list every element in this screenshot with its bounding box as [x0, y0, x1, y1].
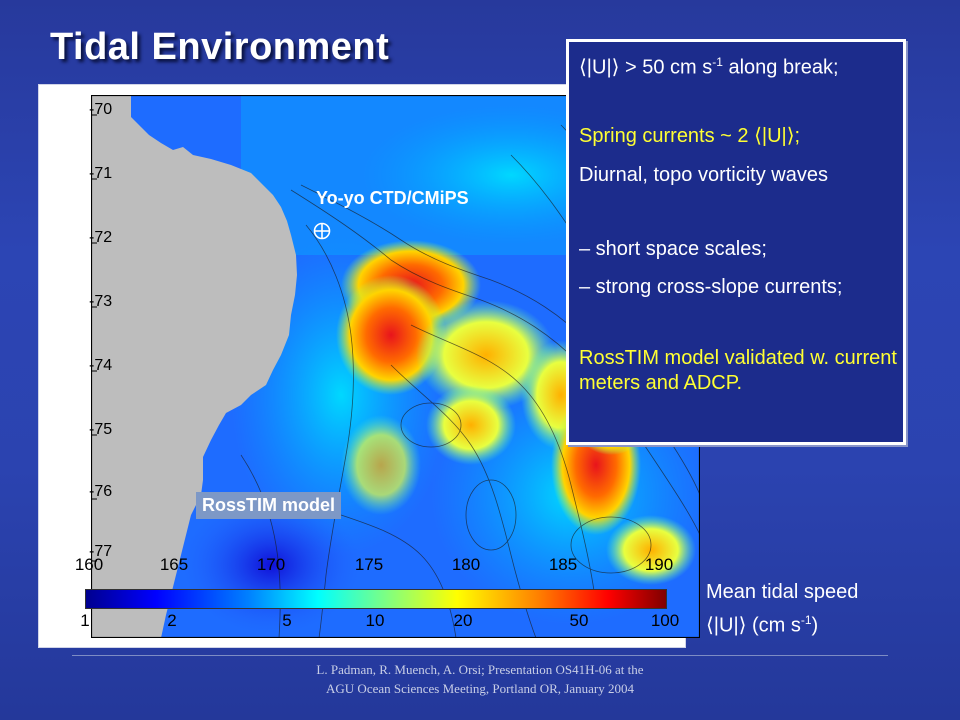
y-tick-label: -77 — [89, 543, 113, 560]
colorbar-tick-label: 1 — [80, 611, 90, 630]
x-tick-label: 180 — [451, 555, 481, 574]
site-marker-icon — [313, 222, 331, 240]
caption-units-text: ⟨|U|⟩ (cm s — [706, 614, 801, 637]
y-tick-label: -70 — [89, 101, 113, 118]
x-tick-label: 165 — [159, 555, 189, 574]
finding-speed-text: ⟨|U|⟩ > 50 cm s — [579, 56, 713, 79]
y-tick-label: -73 — [89, 293, 113, 310]
x-tick-label: 175 — [354, 555, 384, 574]
caption-line-1: Mean tidal speed — [706, 581, 859, 603]
finding-model-validation: RossTIM model validated w. current meter… — [579, 347, 897, 394]
colorbar-tick-label: 100 — [650, 611, 680, 630]
slide-title: Tidal Environment — [50, 26, 390, 68]
finding-speed-text-end: along break; — [722, 56, 839, 79]
x-tick-label: 160 — [74, 555, 104, 574]
finding-spring-currents: Spring currents ~ 2 ⟨|U|⟩; — [579, 125, 801, 147]
axis-ticks — [91, 114, 97, 562]
finding-speed-exponent: -1 — [712, 55, 723, 69]
site-label: Yo-yo CTD/CMiPS — [316, 188, 469, 208]
footer-citation: L. Padman, R. Muench, A. Orsi; Presentat… — [230, 660, 730, 698]
colorbar-tick-label: 20 — [453, 611, 473, 630]
colorbar — [85, 589, 667, 609]
findings-box: ⟨|U|⟩ > 50 cm s-1 along break; Spring cu… — [566, 39, 906, 445]
caption-line-2: ⟨|U|⟩ (cm s-1) — [706, 606, 858, 640]
model-label: RossTIM model — [196, 492, 342, 519]
finding-vorticity-waves: Diurnal, topo vorticity waves — [579, 164, 828, 186]
colorbar-tick-label: 10 — [365, 611, 385, 630]
footer-line-1: L. Padman, R. Muench, A. Orsi; Presentat… — [316, 662, 644, 677]
x-tick-label: 170 — [256, 555, 286, 574]
finding-short-scales: – short space scales; — [579, 238, 767, 260]
x-tick-label: 190 — [644, 555, 674, 574]
x-tick-label: 185 — [548, 555, 578, 574]
colorbar-tick-label: 5 — [282, 611, 292, 630]
footer-divider — [72, 655, 888, 656]
colorbar-tick-label: 50 — [569, 611, 589, 630]
y-tick-label: -74 — [89, 357, 113, 374]
caption-units-exponent: -1 — [800, 613, 812, 627]
y-tick-label: -71 — [89, 165, 113, 182]
y-tick-label: -76 — [89, 483, 113, 500]
colorbar-tick-label: 2 — [167, 611, 177, 630]
caption-units-close: ) — [811, 614, 819, 637]
footer-line-2: AGU Ocean Sciences Meeting, Portland OR,… — [326, 681, 634, 696]
finding-cross-slope-currents: – strong cross-slope currents; — [579, 276, 843, 298]
finding-speed-along-break: ⟨|U|⟩ > 50 cm s-1 along break; — [579, 50, 899, 81]
land-mask — [91, 95, 297, 638]
y-tick-label: -72 — [89, 229, 113, 246]
colorbar-caption: Mean tidal speed ⟨|U|⟩ (cm s-1) — [706, 578, 858, 640]
y-tick-label: -75 — [89, 421, 113, 438]
